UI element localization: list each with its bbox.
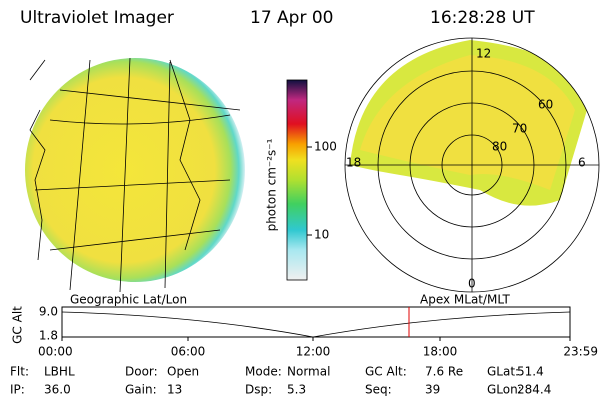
polar-label: 12: [476, 47, 491, 61]
info-value: 36.0: [44, 383, 71, 397]
polar-label: 70: [512, 122, 527, 136]
timeline-xtick-label: 00:00: [38, 345, 73, 359]
info-label: GLat:: [487, 365, 519, 379]
polar-grid: [344, 37, 600, 293]
colorbar-tick-label: 100: [314, 140, 337, 154]
timeline-ytick-label: 9.0: [39, 305, 58, 319]
polar-label: 6: [578, 156, 586, 170]
info-value: 5.3: [287, 383, 306, 397]
polar-label: 60: [538, 98, 553, 112]
info-label: IP:: [10, 383, 25, 397]
info-value: 39: [425, 383, 440, 397]
timeline-right-title: Apex MLat/MLT: [420, 293, 510, 307]
colorbar: [286, 79, 308, 281]
info-value: Open: [167, 365, 199, 379]
info-value: 7.6 Re: [425, 365, 463, 379]
timeline-xticks: 00:00 06:00 12:00 18:00 23:59: [38, 337, 598, 359]
info-value: 13: [167, 383, 182, 397]
timeline-left-title: Geographic Lat/Lon: [70, 293, 187, 307]
colorbar-label: photon cm⁻²s⁻¹: [265, 138, 279, 231]
info-label: Mode:: [245, 365, 282, 379]
info-label: Gain:: [125, 383, 157, 397]
info-label: Seq:: [365, 383, 392, 397]
info-panel: Flt: LBHL Door: Open Mode: Normal GC Alt: 7.6 R…: [10, 365, 551, 397]
info-label: GLon:: [487, 383, 522, 397]
timeline-xtick-label: 06:00: [171, 345, 206, 359]
info-value: LBHL: [44, 365, 75, 379]
info-value: 284.4: [517, 383, 551, 397]
info-label: Door:: [125, 365, 158, 379]
info-label: Flt:: [10, 365, 29, 379]
timeline-xtick-label: 23:59: [563, 345, 598, 359]
timeline-xtick-label: 12:00: [296, 345, 331, 359]
info-value: Normal: [287, 365, 330, 379]
time: 16:28:28 UT: [430, 8, 535, 28]
timeline-curve: [61, 311, 571, 338]
timeline-frame: [61, 306, 571, 338]
colorbar-tick-label: 10: [314, 228, 329, 242]
polar-label: 0: [468, 277, 476, 291]
polar-label: 18: [346, 156, 361, 170]
timeline-axis-label: GC Alt: [11, 306, 25, 344]
info-label: Dsp:: [245, 383, 272, 397]
info-value: 51.4: [517, 365, 544, 379]
title: Ultraviolet Imager: [20, 8, 174, 28]
polar-label: 80: [492, 140, 507, 154]
timeline-xtick-label: 18:00: [423, 345, 458, 359]
timeline-ytick-label: 1.8: [39, 329, 58, 343]
info-label: GC Alt:: [365, 365, 407, 379]
date: 17 Apr 00: [250, 8, 333, 28]
globe-image: [25, 57, 245, 293]
polar-image: [350, 40, 590, 206]
